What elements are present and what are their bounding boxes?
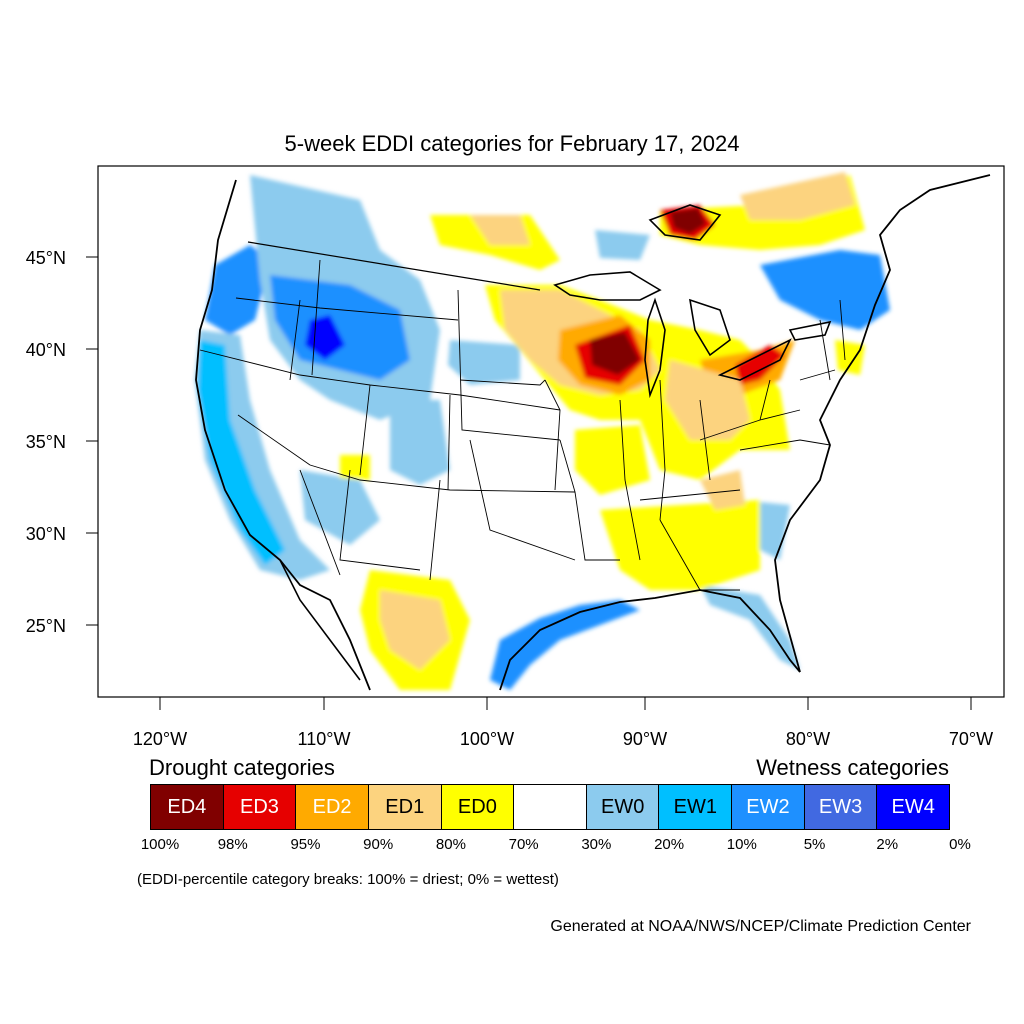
lat-label: 40°N xyxy=(26,340,66,360)
lon-axis: 120°W 110°W 100°W 90°W 80°W 70°W xyxy=(133,697,993,749)
credit-line: Generated at NOAA/NWS/NCEP/Climate Predi… xyxy=(550,918,971,935)
region-california-coast-wet xyxy=(198,340,285,565)
lon-label: 90°W xyxy=(623,729,667,749)
percentile-break-label: 30% xyxy=(581,836,612,853)
region-southeast-moderate xyxy=(700,470,745,510)
west-coast-line xyxy=(195,179,371,691)
lon-label: 70°W xyxy=(949,729,993,749)
us-canada-border xyxy=(247,241,541,291)
percentile-break-label: 90% xyxy=(363,836,394,853)
legend-swatch-ew4: EW4 xyxy=(877,785,950,829)
gulf-coastline xyxy=(499,589,801,691)
legend-swatch-normal xyxy=(514,785,587,829)
category-fill-regions xyxy=(195,172,890,690)
lat-label: 25°N xyxy=(26,616,66,636)
region-utah-dry xyxy=(340,455,370,480)
lon-label: 80°W xyxy=(786,729,830,749)
region-colorado-wet xyxy=(390,400,450,485)
region-ohio-valley-dry xyxy=(665,360,750,440)
region-idaho-montana-wet xyxy=(270,275,410,380)
region-gulf-coast-wet xyxy=(490,600,640,690)
percentile-break-label: 100% xyxy=(140,836,180,853)
legend-swatch-ed1: ED1 xyxy=(368,785,442,829)
map-frame xyxy=(97,165,1005,698)
breaks-note: (EDDI-percentile category breaks: 100% =… xyxy=(137,871,559,888)
legend-swatch-ed4: ED4 xyxy=(151,785,224,829)
legend-swatch-ew3: EW3 xyxy=(804,785,878,829)
region-lake-erie-extreme xyxy=(735,345,785,385)
region-florida-wet xyxy=(700,585,800,670)
legend-swatch-ew0: EW0 xyxy=(586,785,660,829)
map-title: 5-week EDDI categories for February 17, … xyxy=(284,131,740,156)
east-coastline xyxy=(774,174,991,673)
region-southwest-wet xyxy=(300,470,380,545)
percentile-break-label: 5% xyxy=(803,836,826,853)
lon-label: 110°W xyxy=(298,729,351,749)
wetness-heading: Wetness categories xyxy=(756,755,949,780)
region-ontario-extreme xyxy=(670,208,706,234)
percentile-break-label: 0% xyxy=(949,836,971,853)
region-missouri-dry xyxy=(575,425,650,495)
percentile-break-label: 98% xyxy=(217,836,248,853)
region-upper-midwest-drought xyxy=(590,332,640,375)
region-west-texas-moderate xyxy=(380,590,450,670)
percentile-break-label: 80% xyxy=(435,836,466,853)
lake-ontario xyxy=(788,320,832,341)
lake-michigan xyxy=(644,297,666,399)
region-quebec-moderate xyxy=(740,172,855,220)
region-west-coast-wet xyxy=(195,330,330,580)
lake-erie xyxy=(717,338,792,381)
percentile-break-label: 95% xyxy=(290,836,321,853)
region-north-dakota-moderate xyxy=(470,215,530,245)
hudson-bay-south xyxy=(648,204,722,241)
percentile-break-label: 70% xyxy=(508,836,539,853)
category-legend: ED4 ED3 ED2 ED1 ED0 EW0 EW1 EW2 EW3 EW4 xyxy=(150,784,950,830)
region-central-plains-wet xyxy=(448,340,520,385)
region-north-shore-wet xyxy=(595,230,650,260)
region-northeast-wet xyxy=(760,250,890,330)
lon-label: 100°W xyxy=(460,729,514,749)
region-pacific-northwest-wet xyxy=(205,245,270,335)
drought-heading: Drought categories xyxy=(149,755,335,780)
region-southeast-dry xyxy=(600,500,760,590)
lake-superior xyxy=(553,271,662,301)
legend-swatch-ew2: EW2 xyxy=(732,785,805,829)
baja-coastline xyxy=(279,559,361,681)
lon-label: 120°W xyxy=(133,729,187,749)
lat-label: 30°N xyxy=(26,524,66,544)
region-new-england-dry xyxy=(835,340,865,375)
legend-swatch-ew1: EW1 xyxy=(659,785,733,829)
legend-swatch-ed0: ED0 xyxy=(441,785,515,829)
lat-axis: 45°N 40°N 35°N 30°N 25°N xyxy=(26,248,98,636)
percentile-break-label: 2% xyxy=(876,836,899,853)
boundary-lines xyxy=(195,174,991,691)
percentile-break-label: 10% xyxy=(726,836,757,853)
state-lines xyxy=(199,259,846,591)
lat-label: 35°N xyxy=(26,432,66,452)
legend-swatch-ed3: ED3 xyxy=(223,785,297,829)
lake-huron xyxy=(688,298,731,357)
lat-label: 45°N xyxy=(26,248,66,268)
percentile-break-label: 20% xyxy=(654,836,685,853)
legend-swatch-ed2: ED2 xyxy=(296,785,369,829)
